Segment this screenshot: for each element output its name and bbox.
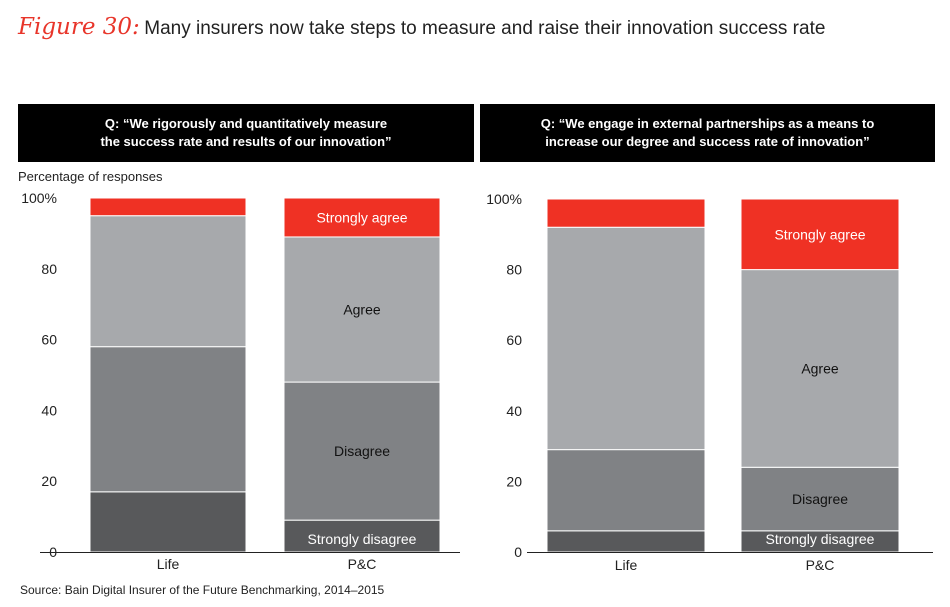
panel-2-bar-life-agree (546, 226, 706, 451)
panel-1-y-tick-label: 80 (41, 261, 57, 277)
panel-2-segment-label: Agree (801, 360, 839, 376)
panel-1-bar-life-disagree (89, 346, 247, 493)
panel-2-bar-pc-agree (740, 269, 900, 468)
panel-2-y-tick-label: 20 (506, 473, 522, 489)
panel-1-y-tick-label: 20 (41, 473, 57, 489)
panel-2-bar-life-strongly-disagree (546, 530, 706, 553)
panel-1-question-header (18, 104, 474, 162)
panel-1-x-category-label: P&C (348, 556, 377, 572)
panel-2-segment-label: Disagree (792, 491, 848, 507)
panel-1-bar-life-strongly-disagree (89, 491, 247, 553)
panel-1-bar-pc-strongly-agree (283, 197, 441, 238)
panel-1-segment-label: Strongly disagree (308, 531, 417, 547)
figure-title: Figure 30: Many insurers now take steps … (18, 14, 825, 40)
panel-1-bar-life-agree (89, 215, 247, 348)
panel-2-question-line: increase our degree and success rate of … (545, 134, 869, 149)
panel-1-segment-label: Strongly agree (316, 209, 407, 225)
panel-2-question-line: Q: “We engage in external partnerships a… (541, 116, 875, 131)
panel-2-x-category-label: P&C (806, 557, 835, 573)
panel-1-segment-label: Disagree (334, 443, 390, 459)
panel-2-segment-label: Strongly agree (774, 226, 865, 242)
panel-1-segment-label: Agree (343, 302, 381, 318)
panel-2-x-category-label: Life (615, 557, 638, 573)
panel-1-question-line: the success rate and results of our inno… (100, 134, 391, 149)
panel-1-y-axis-label: Percentage of responses (18, 169, 163, 184)
panel-1-x-category-label: Life (157, 556, 180, 572)
panel-2-y-tick-label: 100% (486, 191, 522, 207)
panel-2-y-tick-label: 60 (506, 332, 522, 348)
panel-2-segment-label: Strongly disagree (766, 531, 875, 547)
figure-label: Figure 30: (18, 14, 140, 40)
panel-2-bar-pc-strongly-agree (740, 198, 900, 271)
panel-1-question-line: Q: “We rigorously and quantitatively mea… (105, 116, 387, 131)
panel-2-bar-pc-disagree (740, 466, 900, 532)
panel-2-y-tick-label: 80 (506, 262, 522, 278)
panel-2-bar-life-disagree (546, 449, 706, 532)
panel-1-y-tick-label: 100% (21, 190, 57, 206)
source-note: Source: Bain Digital Insurer of the Futu… (20, 583, 385, 597)
panel-1-y-tick-label: 60 (41, 332, 57, 348)
panel-1-y-tick-label: 40 (41, 402, 57, 418)
panel-1-bar-pc-disagree (283, 381, 441, 521)
panel-2-question-header (480, 104, 935, 162)
panel-1-bar-life-strongly-agree (89, 197, 247, 217)
panel-2-bar-life-strongly-agree (546, 198, 706, 228)
figure-title-text: Many insurers now take steps to measure … (144, 18, 826, 39)
panel-2-y-tick-label: 0 (514, 544, 522, 560)
panel-2-y-tick-label: 40 (506, 403, 522, 419)
panel-1-bar-pc-strongly-disagree (283, 519, 441, 553)
